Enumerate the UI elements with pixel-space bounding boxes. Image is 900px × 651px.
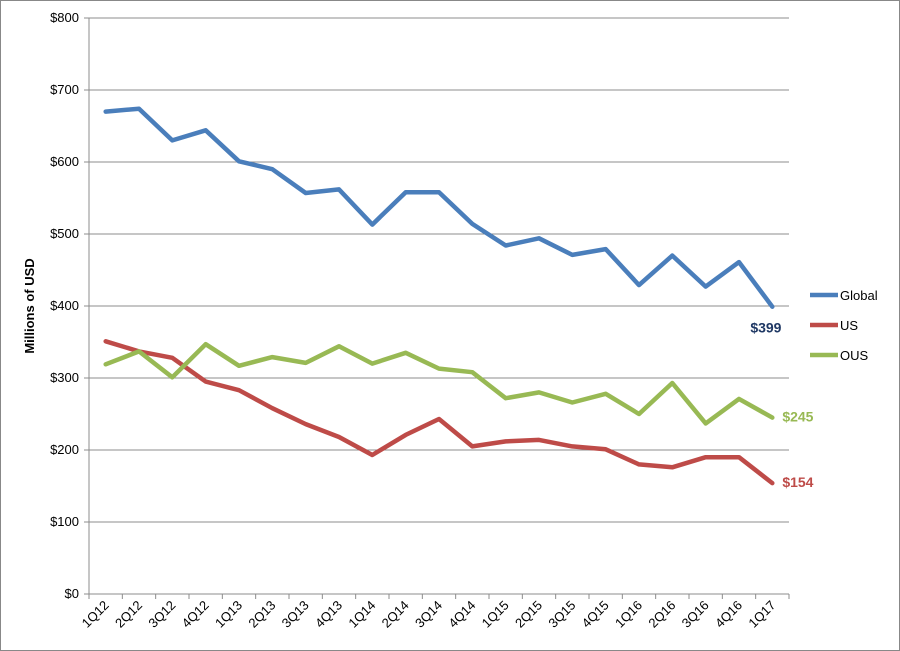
series-line-us <box>103 339 775 486</box>
series-line-ous <box>103 341 775 426</box>
y-tick-label: $800 <box>50 10 79 25</box>
y-tick-label: $400 <box>50 298 79 313</box>
legend-label-us: US <box>840 318 858 333</box>
legend-label-global: Global <box>840 288 878 303</box>
y-axis-tick-labels: $0 $100 $200 $300 $400 $500 $600 $700 $800 <box>50 10 79 601</box>
y-tick-label: $600 <box>50 154 79 169</box>
end-label-us: $154 <box>782 474 813 490</box>
legend: Global US OUS <box>810 288 878 363</box>
y-tick-label: $300 <box>50 370 79 385</box>
series-lines <box>103 106 775 486</box>
y-axis-title: Millions of USD <box>22 258 37 353</box>
end-value-labels: $399 $154 $245 <box>750 320 813 490</box>
y-tick-label: $700 <box>50 82 79 97</box>
gridlines <box>89 17 789 523</box>
series-line-global <box>103 106 775 309</box>
y-tick-label: $200 <box>50 442 79 457</box>
end-label-ous: $245 <box>782 409 813 425</box>
end-label-global: $399 <box>750 320 781 336</box>
y-tick-label: $100 <box>50 514 79 529</box>
y-tick-label: $0 <box>65 586 79 601</box>
legend-label-ous: OUS <box>840 348 869 363</box>
y-tick-label: $500 <box>50 226 79 241</box>
axes <box>84 17 790 599</box>
